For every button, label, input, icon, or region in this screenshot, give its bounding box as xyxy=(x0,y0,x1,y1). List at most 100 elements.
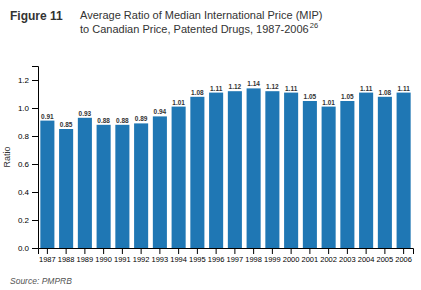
data-label: 1.05 xyxy=(304,93,317,100)
tick: 1991 xyxy=(114,248,131,264)
bar xyxy=(78,118,92,248)
bar xyxy=(172,107,186,248)
tick: 1993 xyxy=(152,248,169,264)
tick-mark xyxy=(384,248,385,254)
tick-label: 1.0 xyxy=(18,104,30,113)
tick-label: 0.2 xyxy=(18,216,30,225)
tick-mark xyxy=(32,164,38,165)
bar xyxy=(247,88,261,248)
tick-label: 1999 xyxy=(264,255,281,264)
data-label: 0.89 xyxy=(135,115,148,122)
tick-label: 2001 xyxy=(302,255,319,264)
bar xyxy=(228,91,242,248)
bars xyxy=(40,88,410,248)
data-label: 0.88 xyxy=(97,117,110,124)
bar xyxy=(97,125,111,248)
tick-mark xyxy=(32,80,38,81)
tick: 1989 xyxy=(77,248,94,264)
tick-label: 1997 xyxy=(227,255,244,264)
bar xyxy=(59,129,73,248)
tick-label: 0.4 xyxy=(18,188,30,197)
data-label: 1.12 xyxy=(229,83,242,90)
bar xyxy=(303,101,317,248)
tick-mark xyxy=(32,136,38,137)
figure-label: Figure 11 xyxy=(10,9,63,23)
tick-mark xyxy=(291,248,292,254)
tick-mark xyxy=(234,248,235,254)
data-label: 0.85 xyxy=(60,121,73,128)
bar xyxy=(340,101,354,248)
tick: 2001 xyxy=(302,248,319,264)
tick-mark xyxy=(122,248,123,254)
tick-label: 1990 xyxy=(95,255,112,264)
data-label: 1.11 xyxy=(360,85,373,92)
tick-mark xyxy=(366,248,367,254)
tick-label: 2004 xyxy=(358,255,375,264)
tick-label: 0.0 xyxy=(18,244,30,253)
tick-label: 2005 xyxy=(377,255,394,264)
tick-label: 2006 xyxy=(395,255,412,264)
data-label: 1.11 xyxy=(210,85,223,92)
tick: 0.2 xyxy=(18,216,38,225)
y-axis: 0.00.20.40.60.81.01.2 xyxy=(18,67,39,254)
tick-label: 1987 xyxy=(39,255,56,264)
tick-label: 2003 xyxy=(339,255,356,264)
tick-mark xyxy=(197,248,198,254)
data-label: 1.08 xyxy=(191,89,204,96)
tick-mark xyxy=(84,248,85,254)
tick-label: 0.8 xyxy=(18,132,30,141)
tick-mark xyxy=(272,248,273,254)
y-axis-title: Ratio xyxy=(2,146,12,167)
data-label: 1.08 xyxy=(379,89,392,96)
tick: 1996 xyxy=(208,248,225,264)
tick: 1.2 xyxy=(18,76,38,85)
data-label: 0.93 xyxy=(79,110,92,117)
bar xyxy=(115,125,129,248)
bar xyxy=(153,116,167,248)
tick-mark xyxy=(253,248,254,254)
tick-label: 1988 xyxy=(58,255,75,264)
title-superscript: 26 xyxy=(310,21,318,30)
tick: 1.0 xyxy=(18,104,38,113)
tick-mark xyxy=(47,248,48,254)
tick-label: 1998 xyxy=(245,255,262,264)
tick-label: 1992 xyxy=(133,255,150,264)
data-label: 1.11 xyxy=(397,85,410,92)
tick: 0.0 xyxy=(18,244,38,253)
tick: 0.4 xyxy=(18,188,38,197)
tick: 1987 xyxy=(39,248,56,264)
tick-label: 1996 xyxy=(208,255,225,264)
bar xyxy=(209,93,223,248)
tick-mark xyxy=(216,248,217,254)
tick: 1997 xyxy=(227,248,244,264)
bar xyxy=(40,121,54,248)
tick-label: 2000 xyxy=(283,255,300,264)
bar xyxy=(134,123,148,248)
axis-line xyxy=(39,249,414,255)
data-label: 1.01 xyxy=(322,99,335,106)
tick: 1995 xyxy=(189,248,206,264)
tick-mark xyxy=(159,248,160,254)
tick-mark xyxy=(403,248,404,254)
chart: Figure 11Average Ratio of Median Interna… xyxy=(0,0,421,290)
tick: 2000 xyxy=(283,248,300,264)
tick: 2002 xyxy=(320,248,337,264)
data-labels: 0.910.850.930.880.880.890.941.011.081.11… xyxy=(41,80,410,128)
tick-mark xyxy=(328,248,329,254)
axis-line xyxy=(32,67,39,249)
tick-mark xyxy=(309,248,310,254)
bar xyxy=(190,97,204,248)
tick-mark xyxy=(66,248,67,254)
tick-mark xyxy=(141,248,142,254)
tick-mark xyxy=(32,248,38,249)
tick: 2003 xyxy=(339,248,356,264)
tick-label: 1993 xyxy=(152,255,169,264)
bar xyxy=(265,91,279,248)
bar xyxy=(359,93,373,248)
tick-mark xyxy=(103,248,104,254)
tick-mark xyxy=(32,220,38,221)
tick-label: 1.2 xyxy=(18,76,30,85)
data-label: 1.01 xyxy=(172,99,185,106)
tick-mark xyxy=(32,192,38,193)
tick: 2004 xyxy=(358,248,375,264)
